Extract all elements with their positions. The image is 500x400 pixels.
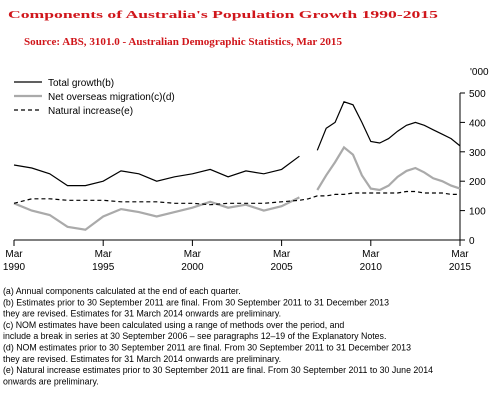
legend-label: Net overseas migration(c)(d) <box>48 92 175 103</box>
footnote: (a) Annual components calculated at the … <box>3 286 241 296</box>
footnote: (c) NOM estimates have been calculated u… <box>3 320 344 330</box>
footnote: onwards are preliminary. <box>3 376 99 386</box>
y-unit-label: '000 <box>470 67 489 78</box>
x-tick-label: Mar 2000 <box>181 249 204 273</box>
y-tick-label: 500 <box>469 89 486 100</box>
footnote: (e) Natural increase estimates prior to … <box>3 365 433 375</box>
x-tick-label: Mar 2005 <box>270 249 293 273</box>
x-tick-label: Mar 2015 <box>449 249 472 273</box>
footnote: include a break in series at 30 Septembe… <box>3 331 386 341</box>
footnote: (d) NOM estimates prior to 30 September … <box>3 343 411 353</box>
x-tick-label: Mar 2010 <box>360 249 383 273</box>
legend-label: Total growth(b) <box>48 78 114 89</box>
footnote: they are revised. Estimates for 31 March… <box>3 354 281 364</box>
chart-subtitle: Source: ABS, 3101.0 - Australian Demogra… <box>24 37 342 48</box>
y-tick-label: 400 <box>469 118 486 129</box>
x-tick-label: Mar 1995 <box>92 249 115 273</box>
series-line <box>13 101 461 187</box>
series-line <box>13 145 461 231</box>
chart-title: Components of Australia's Population Gro… <box>8 10 438 21</box>
series-line <box>13 190 460 206</box>
x-tick-label: Mar 1990 <box>3 249 26 273</box>
footnote: (b) Estimates prior to 30 September 2011… <box>3 297 389 307</box>
y-tick-label: 300 <box>469 148 486 159</box>
y-tick-label: 0 <box>469 236 475 247</box>
footnote: they are revised. Estimates for 31 March… <box>3 309 281 319</box>
y-tick-label: 100 <box>469 207 486 218</box>
legend-label: Natural increase(e) <box>48 106 133 117</box>
y-tick-label: 200 <box>469 177 486 188</box>
